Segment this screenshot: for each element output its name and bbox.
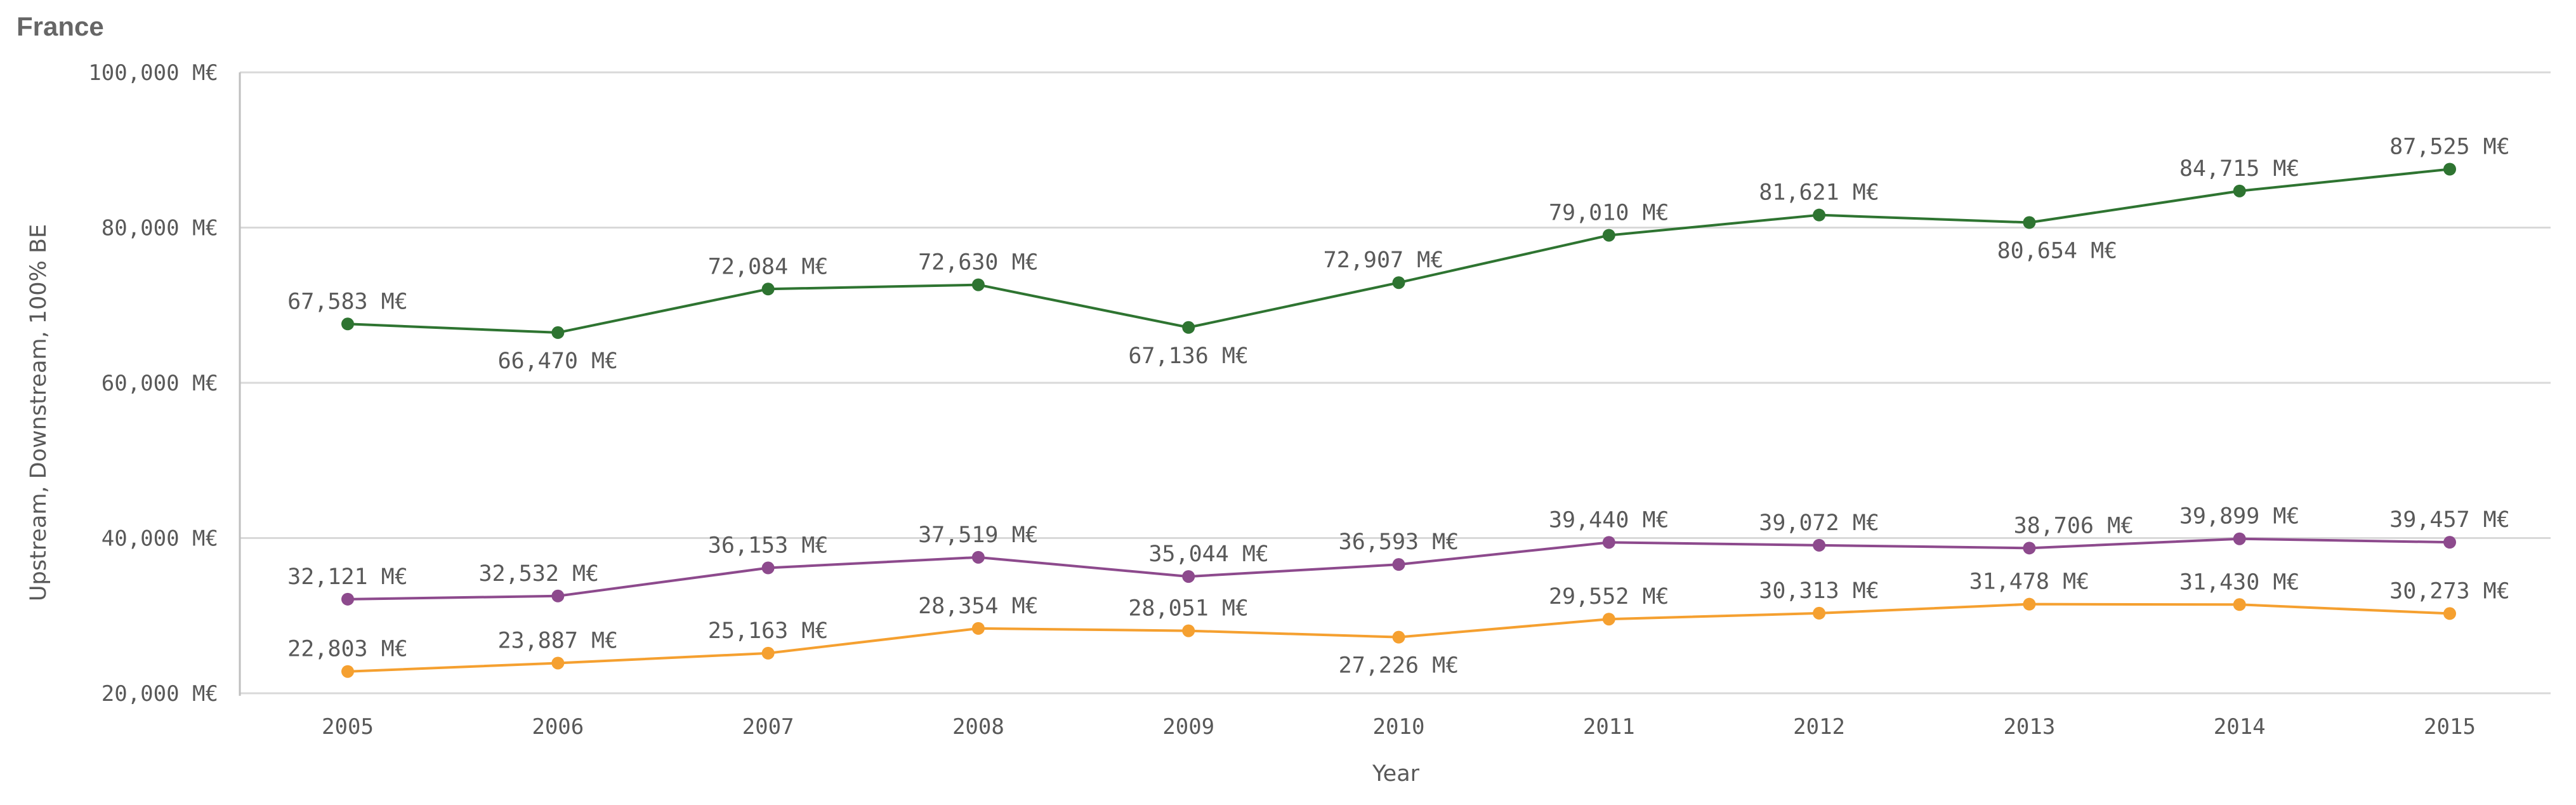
data-label: 28,354 M€ <box>918 594 1039 619</box>
x-tick-label: 2006 <box>532 714 584 740</box>
data-label: 27,226 M€ <box>1339 653 1459 679</box>
data-point[interactable] <box>2023 542 2036 555</box>
data-point[interactable] <box>761 646 775 660</box>
data-label: 32,121 M€ <box>287 564 408 590</box>
data-point[interactable] <box>1602 613 1615 626</box>
data-point[interactable] <box>2443 536 2456 549</box>
data-point[interactable] <box>971 278 985 291</box>
data-point[interactable] <box>2233 184 2246 197</box>
data-label: 87,525 M€ <box>2389 135 2510 160</box>
data-label: 23,887 M€ <box>497 628 618 653</box>
y-tick-label: 60,000 M€ <box>102 371 218 396</box>
data-label: 28,051 M€ <box>1128 596 1249 622</box>
data-label: 30,313 M€ <box>1759 578 1879 604</box>
x-tick-label: 2011 <box>1583 714 1635 740</box>
data-label: 39,072 M€ <box>1759 510 1879 536</box>
y-axis-title: Upstream, Downstream, 100% BE <box>26 224 51 601</box>
data-point[interactable] <box>971 550 985 564</box>
data-label: 37,519 M€ <box>918 522 1039 548</box>
data-point[interactable] <box>551 656 565 670</box>
data-point[interactable] <box>761 561 775 575</box>
y-tick-label: 80,000 M€ <box>102 216 218 241</box>
x-tick-label: 2012 <box>1793 714 1845 740</box>
data-point[interactable] <box>1182 570 1195 583</box>
data-point[interactable] <box>2443 607 2456 620</box>
gridlines <box>240 71 2551 695</box>
x-tick-label: 2013 <box>2003 714 2055 740</box>
data-label: 36,593 M€ <box>1339 529 1459 555</box>
data-label: 79,010 M€ <box>1549 201 1669 226</box>
data-label: 25,163 M€ <box>708 618 829 644</box>
data-point[interactable] <box>2233 598 2246 611</box>
x-tick-label: 2010 <box>1373 714 1425 740</box>
data-label: 84,715 M€ <box>2179 156 2300 182</box>
data-point[interactable] <box>1392 558 1405 571</box>
data-label: 72,084 M€ <box>708 254 829 279</box>
chart-title: France <box>16 11 104 41</box>
data-point[interactable] <box>1392 276 1405 289</box>
data-label: 39,457 M€ <box>2389 507 2510 533</box>
data-point[interactable] <box>2443 163 2456 176</box>
data-label: 31,430 M€ <box>2179 569 2300 595</box>
x-tick-label: 2007 <box>742 714 794 740</box>
data-label: 39,899 M€ <box>2179 504 2300 529</box>
data-point[interactable] <box>2233 532 2246 545</box>
data-point[interactable] <box>971 622 985 635</box>
data-label: 36,153 M€ <box>708 533 829 559</box>
data-point[interactable] <box>1182 321 1195 334</box>
data-labels: 67,583 M€ 66,470 M€ 72,084 M€ 72,630 M€ 67,1… <box>287 135 2510 679</box>
data-label: 31,478 M€ <box>1969 569 2090 595</box>
data-point[interactable] <box>551 326 565 339</box>
data-point[interactable] <box>761 283 775 296</box>
data-point[interactable] <box>341 665 354 678</box>
data-point[interactable] <box>1813 606 1826 620</box>
data-point[interactable] <box>1602 536 1615 549</box>
x-tick-label: 2015 <box>2424 714 2476 740</box>
data-point[interactable] <box>1602 229 1615 242</box>
data-point[interactable] <box>551 589 565 602</box>
data-point[interactable] <box>341 317 354 331</box>
data-label: 67,136 M€ <box>1128 343 1249 369</box>
y-tick-label: 40,000 M€ <box>102 526 218 552</box>
x-tick-label: 2008 <box>952 714 1004 740</box>
data-label: 22,803 M€ <box>287 637 408 662</box>
data-point[interactable] <box>1813 208 1826 222</box>
data-point[interactable] <box>1392 630 1405 644</box>
x-axis-title: Year <box>1372 761 1420 787</box>
data-label: 30,273 M€ <box>2389 578 2510 604</box>
data-label: 80,654 M€ <box>1997 239 2118 264</box>
data-label: 38,706 M€ <box>2014 513 2134 538</box>
data-label: 66,470 M€ <box>497 349 618 374</box>
x-tick-label: 2005 <box>322 714 374 740</box>
data-point[interactable] <box>1182 624 1195 637</box>
data-label: 39,440 M€ <box>1549 507 1669 533</box>
data-label: 35,044 M€ <box>1148 542 1269 567</box>
y-tick-label: 20,000 M€ <box>102 681 218 707</box>
x-tick-label: 2014 <box>2214 714 2266 740</box>
data-point[interactable] <box>341 592 354 606</box>
x-tick-label: 2009 <box>1162 714 1214 740</box>
data-label: 72,630 M€ <box>918 250 1039 276</box>
data-point[interactable] <box>1813 538 1826 552</box>
data-label: 32,532 M€ <box>478 561 599 587</box>
data-label: 29,552 M€ <box>1549 584 1669 609</box>
data-label: 81,621 M€ <box>1759 180 1879 206</box>
data-label: 67,583 M€ <box>287 289 408 314</box>
data-point[interactable] <box>2023 597 2036 611</box>
data-point[interactable] <box>2023 216 2036 229</box>
y-tick-label: 100,000 M€ <box>88 60 218 86</box>
series-layer <box>341 163 2456 678</box>
data-label: 72,907 M€ <box>1324 248 1444 273</box>
axes: 20,000 M€ 40,000 M€ 60,000 M€ 80,000 M€ 100,… <box>88 60 2476 740</box>
